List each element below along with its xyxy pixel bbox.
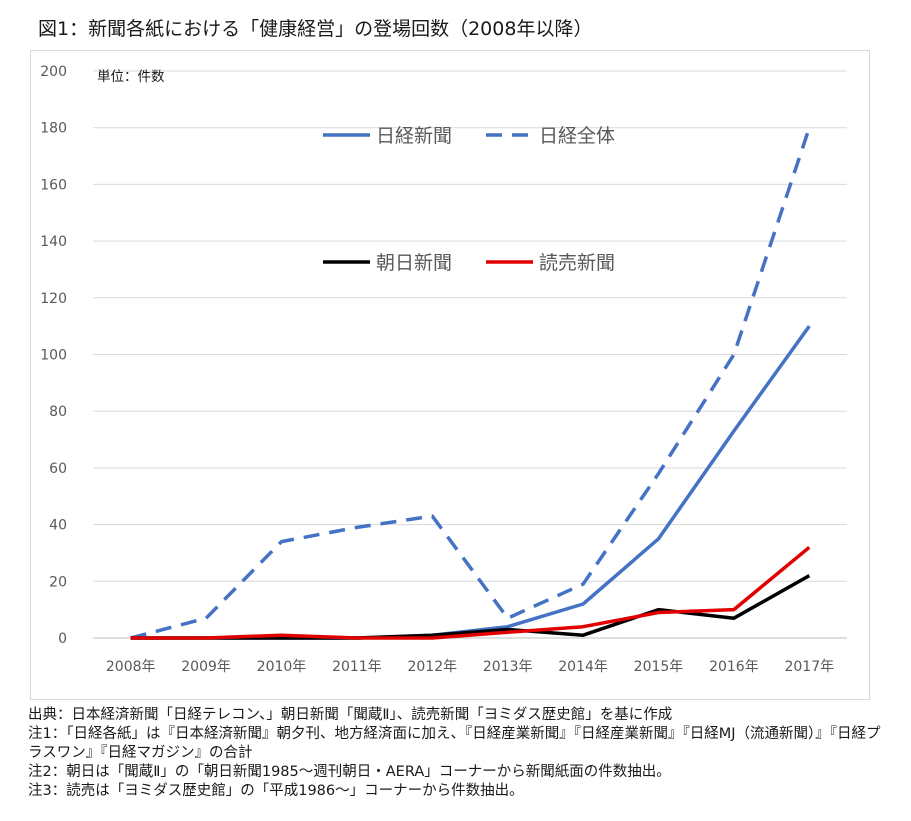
x-tick-label: 2016年 [709, 659, 759, 675]
y-tick-label: 80 [49, 404, 67, 420]
series-line-2 [130, 127, 811, 640]
figure-title: 図1：新聞各紙における「健康経営」の登場回数（2008年以降） [38, 18, 593, 40]
chart-area: 0 20 40 60 80 100 120 140 160 180 200 2008年 2009年 201… [30, 50, 870, 700]
y-tick-label: 0 [58, 631, 67, 647]
note-3: 注3：読売は「ヨミダス歴史館」の「平成1986～」コーナーから件数抽出。 [28, 783, 524, 799]
legend-label: 日経全体 [539, 125, 615, 147]
y-tick-label: 200 [40, 64, 67, 80]
x-tick-label: 2013年 [483, 659, 533, 675]
series-line-3 [130, 574, 811, 640]
x-tick-label: 2015年 [634, 659, 684, 675]
x-tick-label: 2012年 [407, 659, 457, 675]
x-tick-label: 2009年 [181, 659, 231, 675]
series-line-4 [130, 545, 811, 640]
x-tick-label: 2011年 [332, 659, 382, 675]
y-tick-label: 160 [40, 177, 67, 193]
source-notes: 出典：日本経済新聞「日経テレコン、」朝日新聞「聞蔵Ⅱ」、読売新聞「ヨミダス歴史館… [28, 706, 888, 801]
note-1: 注1：「日経各紙」は『日本経済新聞』朝夕刊、地方経済面に加え、『日経産業新聞』『… [28, 726, 881, 761]
y-tick-label: 20 [49, 574, 67, 590]
unit-label: 単位：件数 [97, 69, 165, 85]
x-tick-label: 2017年 [784, 659, 834, 675]
y-tick-label: 40 [49, 518, 67, 534]
y-tick-label: 140 [40, 234, 67, 250]
note-2: 注2：朝日は「聞蔵Ⅱ」の「朝日新聞1985～週刊朝日・AERA」コーナーから新聞… [28, 764, 671, 780]
legend-label: 朝日新聞 [376, 252, 452, 274]
legend-label: 読売新聞 [539, 252, 615, 274]
y-tick-label: 180 [40, 121, 67, 137]
y-tick-label: 100 [40, 348, 67, 364]
source-line: 出典：日本経済新聞「日経テレコン、」朝日新聞「聞蔵Ⅱ」、読売新聞「ヨミダス歴史館… [28, 707, 673, 723]
line-chart: 0 20 40 60 80 100 120 140 160 180 200 2008年 2009年 201… [40, 64, 847, 675]
legend-label: 日経新聞 [376, 125, 452, 147]
x-tick-label: 2014年 [558, 659, 608, 675]
y-tick-label: 60 [49, 461, 67, 477]
y-tick-label: 120 [40, 291, 67, 307]
x-tick-label: 2010年 [257, 659, 307, 675]
x-tick-label: 2008年 [106, 659, 156, 675]
